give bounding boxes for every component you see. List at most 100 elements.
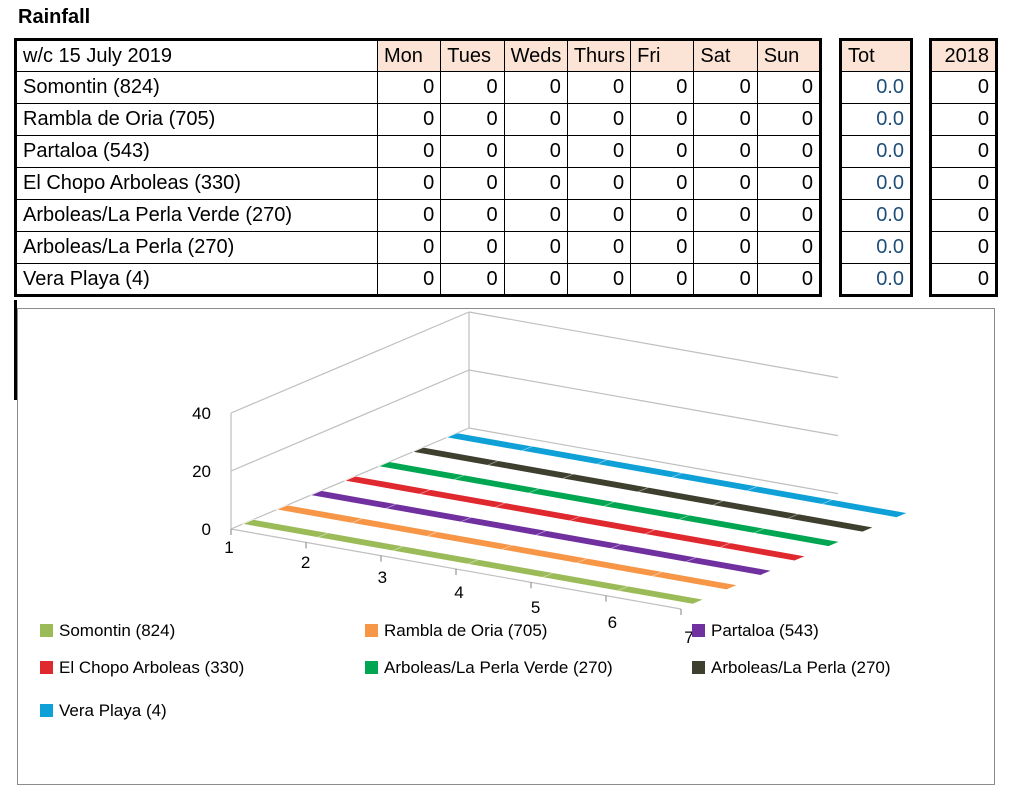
table-row: 0 [930,135,997,168]
day-header-thurs: Thurs [566,39,632,72]
ribbon-segment-edge [637,486,649,493]
back-gridline [468,311,839,379]
table-row: 0 [930,71,997,104]
ribbon-segment-edge [317,532,329,538]
rain-value: 0 [376,103,442,136]
rain-value: 0 [440,71,505,104]
y-tick-label: 40 [192,404,211,423]
rain-value: 0 [376,199,442,232]
total-header: Tot [840,39,912,72]
total-value: 0.0 [840,167,912,200]
rain-value: 0 [566,103,632,136]
ribbon-segment-edge [535,530,547,536]
ribbon-segment-edge [569,515,581,522]
rain-value: 0 [376,71,442,104]
ribbon-segment-edge [644,529,656,535]
ribbon-segment-edge [719,542,731,548]
rain-value: 0 [630,199,695,232]
table-row: Partaloa (543) 0 0 0 0 0 0 0 [15,135,822,168]
table-row: Somontin (824) 0 0 0 0 0 0 0 [15,71,822,104]
rain-value: 0 [756,199,822,232]
back-gridline [468,369,839,437]
total-value: 0.0 [840,263,912,296]
rain-value: 0 [440,135,505,168]
table-row: 0 [930,167,997,200]
rain-value: 0 [566,135,632,168]
table-row: Arboleas/La Perla (270) 0 0 0 0 0 0 0 [15,231,822,264]
rain-value: 0 [630,231,695,264]
site-name: Somontin (824) [15,71,378,104]
day-header-sun: Sun [756,39,822,72]
header-row: w/c 15 July 2019 Mon Tues Weds Thurs Fri Sat Su… [15,39,822,72]
x-tick-label: 1 [224,538,233,557]
x-tick-label: 5 [531,598,540,617]
rain-value: 0 [566,71,632,104]
site-name: El Chopo Arboleas (330) [15,167,378,200]
ribbon-segment-edge [521,445,533,452]
previous-year-value: 0 [930,103,997,136]
rain-value: 0 [503,71,568,104]
ribbon-segment-edge [385,503,397,509]
ribbon-segment-edge [617,585,629,592]
ribbon-segment-edge [460,516,472,523]
ribbon-segment-edge [671,472,683,478]
ribbon-segment-edge [712,500,724,506]
y-tick-label: 0 [202,520,211,539]
rain-value: 0 [693,71,758,104]
day-header-fri: Fri [630,39,695,72]
rain-value: 0 [566,231,632,264]
rain-value: 0 [440,199,505,232]
legend-label: Partaloa (543) [711,621,819,640]
rain-value: 0 [503,263,568,296]
previous-year-value: 0 [930,263,997,296]
ribbon-segment-edge [753,528,765,534]
total-table: Tot 0.0 0.0 0.0 0.0 0.0 0.0 0.0 [839,38,913,297]
ribbon-segment-edge [596,459,608,465]
rain-value: 0 [693,263,758,296]
rain-value: 0 [630,135,695,168]
total-value: 0.0 [840,103,912,136]
ribbon-segment-edge [351,518,363,524]
site-name: Partaloa (543) [15,135,378,168]
ribbon-segment-edge [487,460,499,466]
table-row: 0.0 [840,263,912,296]
rain-value: 0 [503,231,568,264]
ribbon-segment-edge [467,559,479,565]
rain-value: 0 [440,231,505,264]
rain-value: 0 [756,263,822,296]
table-row: 0 [930,263,997,296]
day-header-sat: Sat [693,39,758,72]
rain-value: 0 [566,199,632,232]
previous-year-value: 0 [930,167,997,200]
x-tick-label: 3 [378,568,387,587]
ribbon-segment-edge [603,501,615,507]
ribbon-segment-edge [787,513,799,519]
rain-value: 0 [693,231,758,264]
table-edge-rule [14,300,17,400]
x-tick-label: 4 [454,583,463,602]
page-title: Rainfall [18,6,91,28]
table-row: 0.0 [840,103,912,136]
y-tick-label: 20 [192,462,211,481]
table-row: 0.0 [840,199,912,232]
legend-swatch [40,661,53,674]
x-tick-label: 6 [608,613,617,632]
rain-value: 0 [693,167,758,200]
x-tick-label: 2 [301,553,310,572]
rain-value: 0 [630,71,695,104]
x-tick-label: 7 [684,628,693,647]
ribbon-segment-edge [542,572,554,578]
side-gridline [230,311,470,414]
total-value: 0.0 [840,71,912,104]
table-row: 0.0 [840,71,912,104]
rain-value: 0 [503,199,568,232]
table-row: 0 [930,103,997,136]
legend-label: Somontin (824) [59,621,175,640]
previous-year-header: 2018 [930,39,997,72]
rainfall-table: w/c 15 July 2019 Mon Tues Weds Thurs Fri Sat Su… [14,38,822,297]
ribbon-segment-edge [651,571,663,577]
rain-value: 0 [566,263,632,296]
rain-value: 0 [440,167,505,200]
rain-value: 0 [756,135,822,168]
week-label: w/c 15 July 2019 [15,39,378,72]
